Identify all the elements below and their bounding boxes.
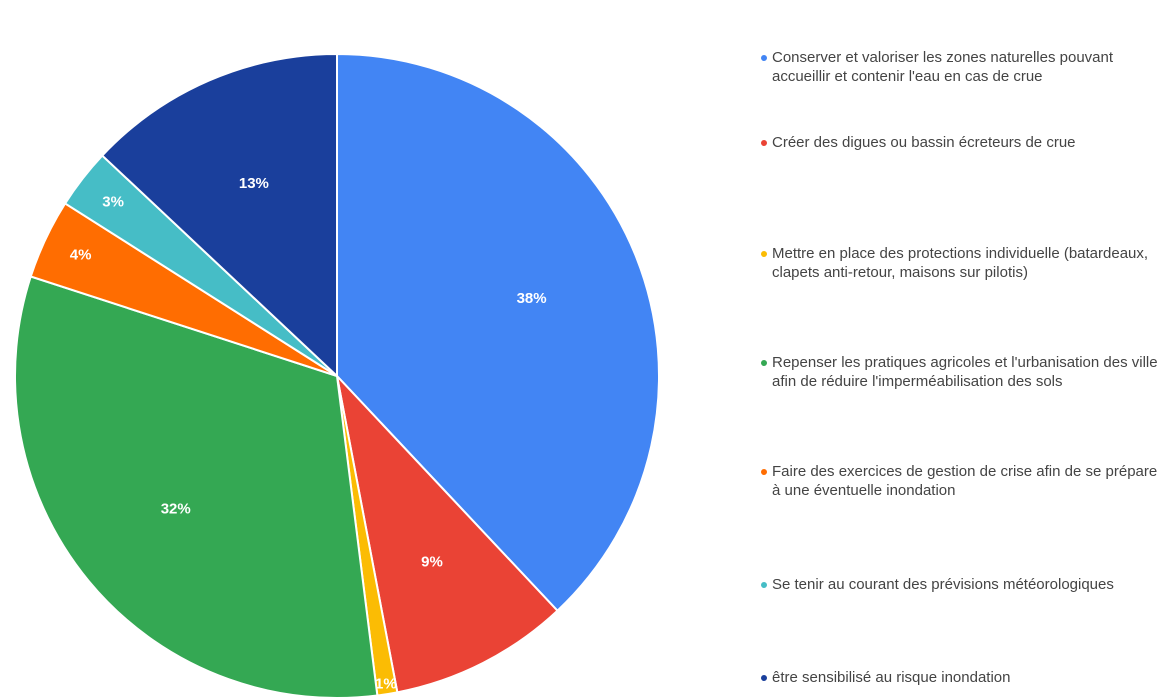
legend-item: Créer des digues ou bassin écreteurs de …: [760, 133, 1158, 152]
legend-item: Repenser les pratiques agricoles et l'ur…: [760, 353, 1158, 391]
legend-label: être sensibilisé au risque inondation: [772, 669, 1011, 686]
data-label: 4%: [70, 246, 92, 263]
legend-item: Conserver et valoriser les zones naturel…: [760, 48, 1158, 86]
data-label: 1%: [375, 675, 397, 692]
legend-item: être sensibilisé au risque inondation: [760, 668, 1158, 687]
legend-swatch: [761, 469, 767, 475]
legend-label: Se tenir au courant des prévisions météo…: [772, 576, 1114, 593]
legend-swatch: [761, 582, 767, 588]
legend-swatch: [761, 251, 767, 257]
legend-swatch: [761, 360, 767, 366]
data-label: 38%: [517, 290, 547, 307]
legend-swatch: [761, 140, 767, 146]
data-label: 32%: [161, 500, 191, 517]
legend-swatch: [761, 55, 767, 61]
legend-label: Repenser les pratiques agricoles et l'ur…: [772, 354, 1158, 390]
legend-label: Conserver et valoriser les zones naturel…: [772, 49, 1114, 85]
data-label: 9%: [421, 553, 443, 570]
legend-label: Mettre en place des protections individu…: [772, 245, 1149, 281]
slice: [336, 52, 660, 613]
legend-label: Créer des digues ou bassin écreteurs de …: [772, 134, 1076, 151]
slice: [100, 52, 338, 379]
legend-label: Faire des exercices de gestion de crise …: [772, 463, 1158, 499]
legend-item: Mettre en place des protections individu…: [760, 244, 1158, 282]
slice: [335, 372, 559, 694]
data-label: 13%: [239, 175, 269, 192]
legend-item: Se tenir au courant des prévisions météo…: [760, 575, 1158, 594]
legend-item: Faire des exercices de gestion de crise …: [760, 462, 1158, 500]
legend-swatch: [761, 675, 767, 681]
slice: [14, 275, 379, 699]
data-label: 3%: [102, 193, 124, 210]
